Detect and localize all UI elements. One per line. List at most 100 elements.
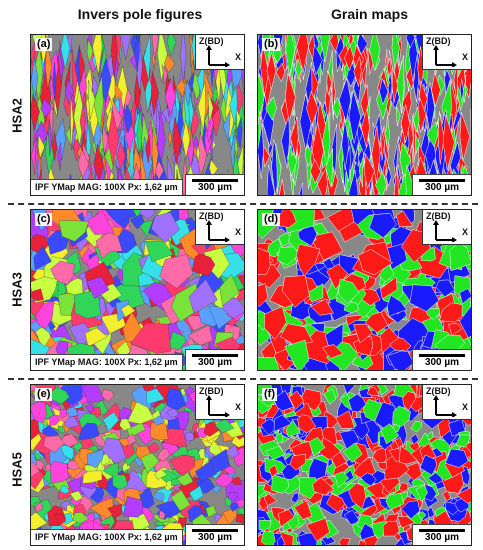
grain (102, 411, 120, 432)
grain (105, 210, 137, 223)
grain (164, 78, 177, 116)
grain (266, 164, 275, 195)
grain (456, 487, 471, 504)
grain (123, 496, 144, 518)
grain (338, 76, 352, 123)
grain (208, 448, 230, 473)
grain (180, 35, 187, 84)
scale-bar-label: 300 µm (197, 182, 233, 193)
grain (154, 468, 168, 480)
grain (40, 98, 53, 118)
axes-inset: Z(BD) X (422, 210, 471, 245)
grain (295, 58, 302, 81)
grain (88, 80, 96, 120)
grain (265, 96, 277, 121)
grain (73, 136, 84, 162)
grain (31, 417, 40, 441)
grain (397, 515, 416, 529)
scale-bar-label: 300 µm (424, 532, 460, 543)
grain (279, 178, 285, 195)
grain (102, 124, 109, 155)
grain (33, 245, 52, 271)
grain (285, 419, 301, 438)
grain (442, 114, 455, 171)
grain (107, 110, 119, 167)
grain (63, 91, 76, 118)
grain (343, 385, 355, 395)
grain (159, 254, 194, 289)
grain (167, 35, 177, 57)
ipf-orientation-map (31, 35, 244, 195)
grain (35, 327, 51, 347)
grain (92, 35, 103, 75)
scale-bar: 300 µm (185, 349, 244, 370)
grain (310, 298, 334, 316)
grain (276, 535, 286, 545)
grain (431, 71, 441, 108)
grain (398, 482, 409, 492)
grain (85, 403, 95, 413)
panel-letter: (f) (262, 388, 277, 401)
grain (380, 125, 385, 161)
grain (229, 85, 238, 125)
grain (60, 35, 71, 70)
grain (127, 401, 155, 425)
grain (448, 323, 463, 336)
grain (196, 144, 200, 163)
grain (290, 492, 300, 504)
grain (299, 182, 303, 195)
ipf-info-bar: IPF YMap MAG: 100X Px: 1,62 µm (31, 529, 183, 545)
grain (31, 136, 37, 175)
panel-letter: (e) (35, 388, 53, 401)
grain (419, 454, 437, 476)
grain (413, 106, 420, 133)
grain (386, 294, 408, 317)
grain (197, 80, 206, 132)
scale-bar-line (192, 179, 238, 182)
grain (260, 418, 277, 436)
scale-bar-label: 300 µm (424, 182, 460, 193)
x-axis-label: X (234, 52, 241, 62)
row-divider-1 (8, 203, 478, 205)
grain (50, 460, 69, 484)
grain (112, 474, 129, 491)
grain (306, 90, 319, 127)
grain (308, 436, 326, 457)
grain (99, 57, 112, 104)
z-axis-label: Z(BD) (426, 36, 451, 46)
grain (353, 56, 362, 87)
grain (459, 111, 470, 161)
scale-bar-line (419, 179, 465, 182)
ipf-map-panel-a: (a) Z(BD) X IPF YMap MAG: 100X Px: 1,62 µm 3… (30, 34, 245, 196)
scale-bar-line (419, 354, 465, 357)
grain (400, 104, 410, 143)
grain (176, 471, 194, 487)
grain (116, 141, 126, 171)
grain (331, 69, 336, 115)
grain (86, 38, 94, 64)
grain (391, 35, 400, 70)
column-title-grain: Grain maps (330, 6, 409, 22)
grain (427, 505, 435, 519)
grain (449, 241, 471, 272)
grain (391, 67, 399, 104)
grain (151, 35, 159, 60)
grain (67, 35, 73, 54)
grain (384, 150, 391, 191)
grain (380, 276, 398, 300)
grain (287, 145, 298, 177)
grain (169, 454, 196, 476)
grain (31, 461, 40, 478)
axis-arrows-icon (206, 395, 230, 417)
axis-arrows-icon (206, 220, 230, 242)
grain (120, 35, 131, 60)
z-axis-label: Z(BD) (199, 36, 224, 46)
grain (366, 386, 380, 397)
grain (145, 134, 151, 164)
grain (227, 491, 239, 503)
grain (191, 253, 216, 277)
grain (261, 531, 276, 545)
grain (195, 461, 218, 483)
grain (358, 152, 365, 188)
grain (284, 339, 310, 370)
